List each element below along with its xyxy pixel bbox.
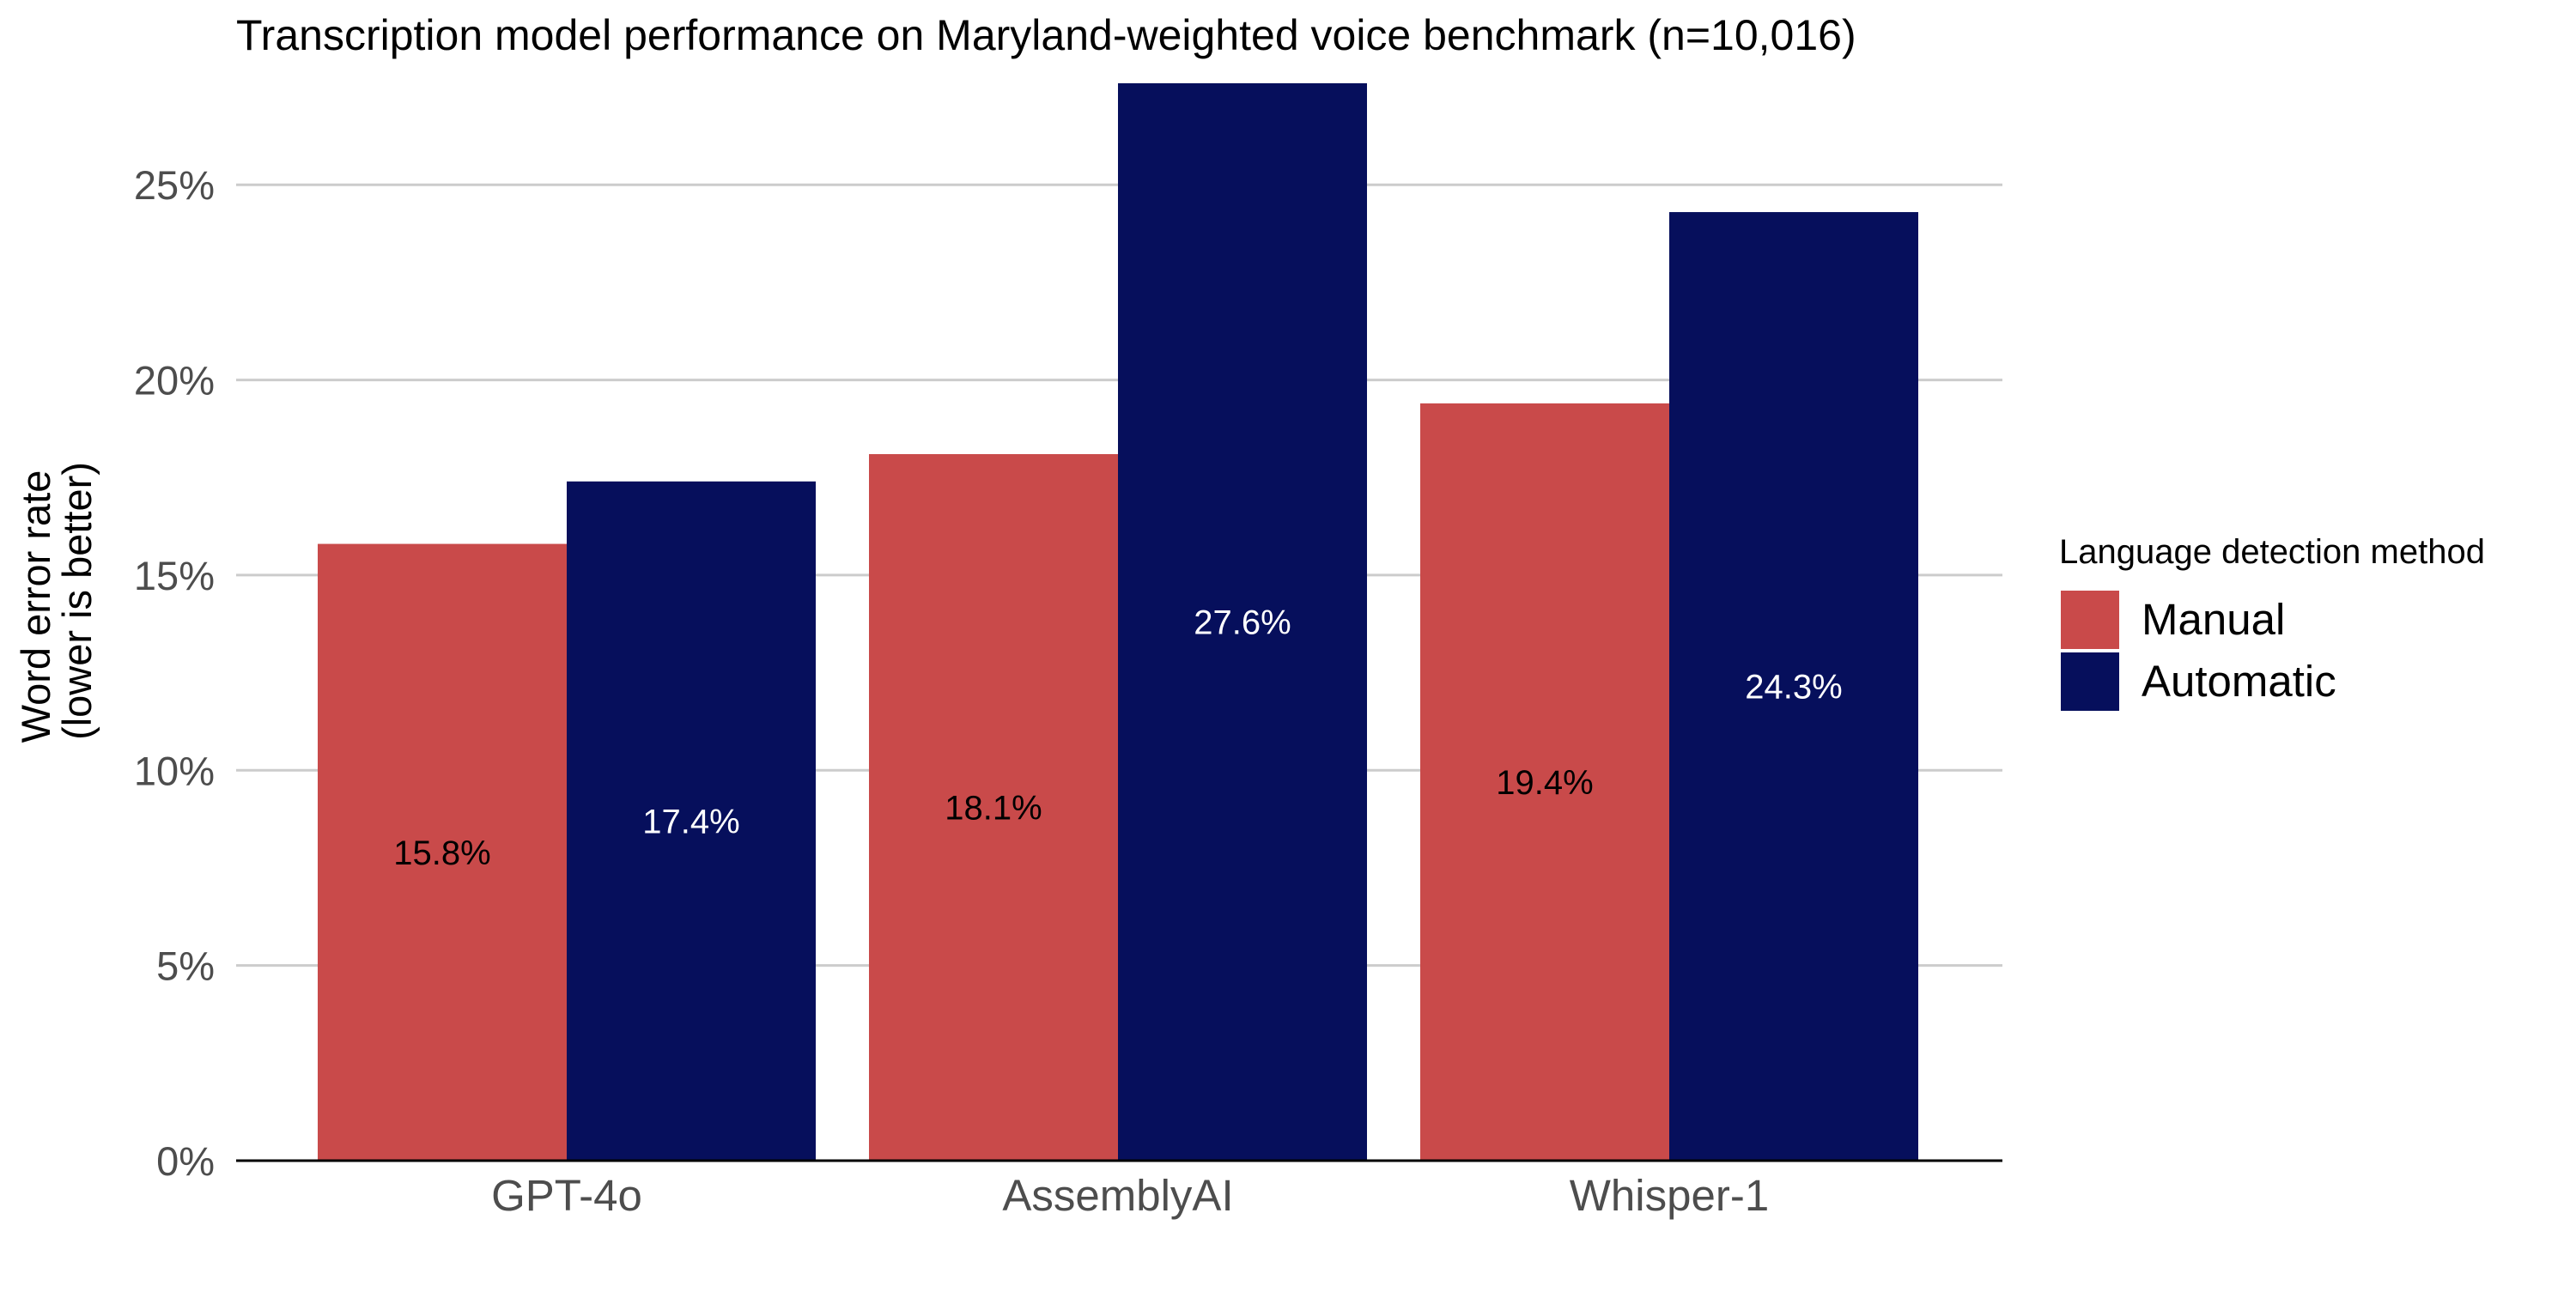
y-axis-label-line-2: (lower is better) [54, 462, 100, 740]
bar-value-label: 15.8% [393, 834, 490, 872]
y-tick-label: 25% [134, 162, 215, 208]
bar-manual [318, 543, 567, 1161]
y-axis-ticks: 0% 5% 10% 15% 20% 25% [134, 162, 215, 1184]
y-tick-label: 0% [156, 1138, 215, 1184]
x-tick-label: AssemblyAI [1002, 1171, 1233, 1220]
legend-label-automatic: Automatic [2142, 657, 2336, 706]
bar-manual [1420, 403, 1669, 1161]
y-axis-label: Word error rate (lower is better) [13, 459, 100, 743]
chart-title: Transcription model performance on Maryl… [236, 11, 1856, 59]
y-tick-label: 5% [156, 943, 215, 989]
bar-value-label: 18.1% [945, 789, 1042, 827]
legend-swatch-manual [2061, 591, 2119, 649]
y-tick-label: 10% [134, 748, 215, 793]
y-tick-label: 15% [134, 553, 215, 598]
legend-label-manual: Manual [2142, 595, 2285, 644]
bar-labels: 15.8% 17.4% 18.1% 27.6% 19.4% 24.3% [393, 604, 1842, 872]
bar-manual [869, 453, 1118, 1161]
bar-value-label: 17.4% [642, 803, 739, 840]
legend: Language detection method Manual Automat… [2059, 533, 2485, 711]
legend-title: Language detection method [2059, 533, 2485, 571]
bar-automatic [1118, 83, 1367, 1161]
y-axis-label-line-1: Word error rate [13, 470, 58, 743]
bar-value-label: 27.6% [1194, 604, 1291, 642]
x-tick-label: Whisper-1 [1570, 1171, 1769, 1220]
legend-swatch-automatic [2061, 652, 2119, 711]
bars [318, 83, 1918, 1162]
bar-value-label: 24.3% [1745, 669, 1842, 707]
x-axis-ticks: GPT-4o AssemblyAI Whisper-1 [491, 1171, 1769, 1220]
bar-automatic [567, 481, 816, 1161]
x-tick-label: GPT-4o [491, 1171, 642, 1220]
y-tick-label: 20% [134, 358, 215, 403]
bar-value-label: 19.4% [1496, 764, 1593, 802]
bar-automatic [1669, 212, 1918, 1162]
